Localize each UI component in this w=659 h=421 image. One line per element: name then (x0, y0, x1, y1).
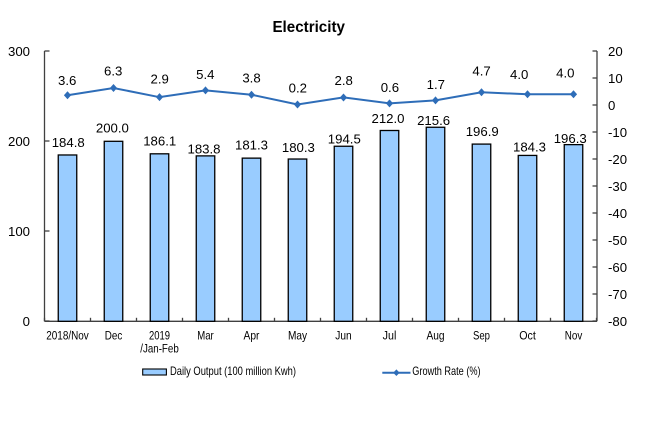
svg-text:2.8: 2.8 (335, 73, 353, 88)
svg-text:183.8: 183.8 (187, 142, 220, 157)
svg-text:Apr: Apr (244, 329, 260, 343)
svg-text:181.3: 181.3 (235, 138, 268, 153)
svg-text:Oct: Oct (519, 329, 536, 343)
svg-text:194.5: 194.5 (328, 132, 361, 147)
svg-text:May: May (288, 329, 308, 343)
svg-text:Dec: Dec (105, 329, 123, 343)
svg-text:Jun: Jun (335, 329, 352, 343)
svg-text:Sep: Sep (473, 329, 490, 343)
svg-text:-60: -60 (608, 260, 627, 275)
svg-text:196.9: 196.9 (466, 124, 499, 139)
svg-text:212.0: 212.0 (371, 111, 404, 126)
svg-text:0.6: 0.6 (381, 80, 399, 95)
svg-text:-80: -80 (608, 314, 627, 329)
svg-text:Electricity: Electricity (272, 19, 345, 36)
svg-text:1.7: 1.7 (427, 77, 445, 92)
svg-text:186.1: 186.1 (143, 133, 176, 148)
svg-text:100: 100 (8, 224, 30, 239)
svg-text:3.8: 3.8 (242, 70, 260, 85)
svg-text:0: 0 (23, 314, 30, 329)
svg-text:Daily Output (100 million Kwh): Daily Output (100 million Kwh) (170, 364, 296, 378)
svg-text:2.9: 2.9 (151, 72, 169, 87)
svg-text:Growth Rate (%): Growth Rate (%) (412, 364, 480, 378)
svg-text:4.7: 4.7 (472, 63, 490, 78)
svg-text:3.6: 3.6 (58, 73, 76, 88)
svg-text:215.6: 215.6 (417, 113, 450, 128)
svg-text:-40: -40 (608, 206, 627, 221)
svg-text:180.3: 180.3 (282, 140, 315, 155)
svg-text:200: 200 (8, 134, 30, 149)
svg-text:196.3: 196.3 (554, 131, 587, 146)
svg-text:Nov: Nov (565, 329, 583, 343)
svg-text:0.2: 0.2 (289, 81, 307, 96)
svg-text:4.0: 4.0 (556, 66, 574, 81)
svg-text:-50: -50 (608, 233, 627, 248)
svg-text:2018/Nov: 2018/Nov (46, 329, 89, 343)
svg-text:184.3: 184.3 (513, 140, 546, 155)
svg-text:10: 10 (608, 71, 623, 86)
svg-text:-10: -10 (608, 125, 627, 140)
svg-text:184.8: 184.8 (52, 135, 85, 150)
svg-text:-20: -20 (608, 152, 627, 167)
svg-text:Aug: Aug (426, 329, 444, 343)
svg-text:Mar: Mar (197, 329, 214, 343)
svg-text:200.0: 200.0 (96, 120, 129, 135)
svg-text:300: 300 (8, 44, 30, 59)
svg-text:Jul: Jul (383, 329, 397, 343)
svg-text:-70: -70 (608, 287, 627, 302)
svg-text:/Jan-Feb: /Jan-Feb (140, 341, 179, 355)
svg-text:6.3: 6.3 (104, 63, 122, 78)
svg-text:20: 20 (608, 44, 623, 59)
svg-text:-30: -30 (608, 179, 627, 194)
svg-text:4.0: 4.0 (510, 67, 528, 82)
svg-text:5.4: 5.4 (196, 67, 214, 82)
svg-text:0: 0 (608, 98, 615, 113)
svg-text:2019: 2019 (149, 329, 170, 343)
